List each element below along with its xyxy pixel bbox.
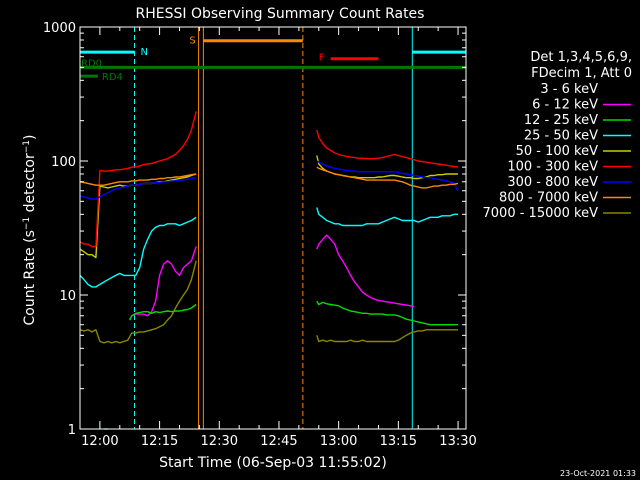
- annotation-label-s: S: [189, 36, 195, 47]
- annotation-label-f: F: [319, 53, 325, 64]
- legend-header-2: FDecim 1, Att 0: [531, 66, 632, 81]
- series-1: [129, 234, 415, 321]
- plot-frame: [79, 26, 467, 430]
- x-tick-label-3: 12:45: [260, 434, 297, 449]
- legend-label-5: 100 - 300 keV: [507, 160, 598, 175]
- series-line-1-0: [129, 246, 197, 321]
- series-line-6-0: [79, 177, 197, 200]
- x-tick-label-4: 13:00: [320, 434, 357, 449]
- series-line-7-1: [316, 166, 459, 189]
- series-line-3-0: [79, 216, 197, 288]
- series-line-2-2: [316, 300, 458, 326]
- series-line-8-1: [316, 329, 458, 343]
- legend-label-1: 6 - 12 keV: [532, 98, 598, 113]
- y-tick-label-1: 10: [59, 289, 76, 304]
- legend-label-3: 25 - 50 keV: [524, 129, 598, 144]
- series-line-5-0: [79, 111, 197, 248]
- series-7: [79, 166, 459, 189]
- x-tick-label-2: 12:30: [201, 434, 238, 449]
- series-line-0-0: [131, 226, 197, 273]
- series-line-1-1: [316, 234, 415, 308]
- legend: Det 1,3,4,5,6,9, FDecim 1, Att 0 3 - 6 k…: [483, 50, 632, 221]
- series-line-0-1: [316, 226, 395, 307]
- series-line-6-1: [316, 160, 459, 192]
- series-5: [79, 111, 459, 248]
- x-tick-label-1: 12:15: [141, 434, 178, 449]
- series-line-2-1: [129, 303, 197, 321]
- annotation-label-rd4: RD4: [102, 72, 123, 83]
- y-axis-label: Count Rate (s−1 detector−1): [22, 135, 38, 326]
- y-tick-label-3: 1000: [43, 21, 76, 36]
- footer-timestamp: 23-Oct-2021 01:33: [560, 469, 636, 478]
- series-line-5-1: [316, 129, 459, 168]
- x-tick-label-0: 12:00: [81, 434, 118, 449]
- annotation-label-n: N: [141, 47, 148, 58]
- series-3: [79, 207, 458, 288]
- legend-label-2: 12 - 25 keV: [524, 113, 598, 128]
- legend-label-4: 50 - 100 keV: [516, 144, 599, 159]
- chart-title: RHESSI Observing Summary Count Rates: [136, 6, 425, 22]
- series-line-3-1: [316, 207, 458, 227]
- x-tick-label-5: 13:15: [380, 434, 417, 449]
- y-tick-label-0: 1: [68, 423, 76, 438]
- series-6: [79, 160, 459, 200]
- legend-label-0: 3 - 6 keV: [540, 82, 598, 97]
- legend-label-6: 300 - 800 keV: [507, 175, 598, 190]
- legend-label-8: 7000 - 15000 keV: [483, 206, 599, 221]
- series-line-7-0: [79, 173, 197, 186]
- x-tick-label-6: 13:30: [439, 434, 476, 449]
- x-axis-label: Start Time (06-Sep-03 11:55:02): [159, 455, 387, 471]
- annotation-label-rd0: RD0: [81, 58, 102, 69]
- legend-label-7: 800 - 7000 keV: [499, 191, 598, 206]
- y-tick-label-2: 100: [51, 155, 76, 170]
- legend-header-1: Det 1,3,4,5,6,9,: [530, 50, 632, 65]
- series-8: [79, 260, 458, 344]
- axes: 1 10 100 1000 12:00 12:15 12:30 12:45 13:00 13:15…: [43, 21, 477, 449]
- series-line-8-0: [79, 260, 197, 344]
